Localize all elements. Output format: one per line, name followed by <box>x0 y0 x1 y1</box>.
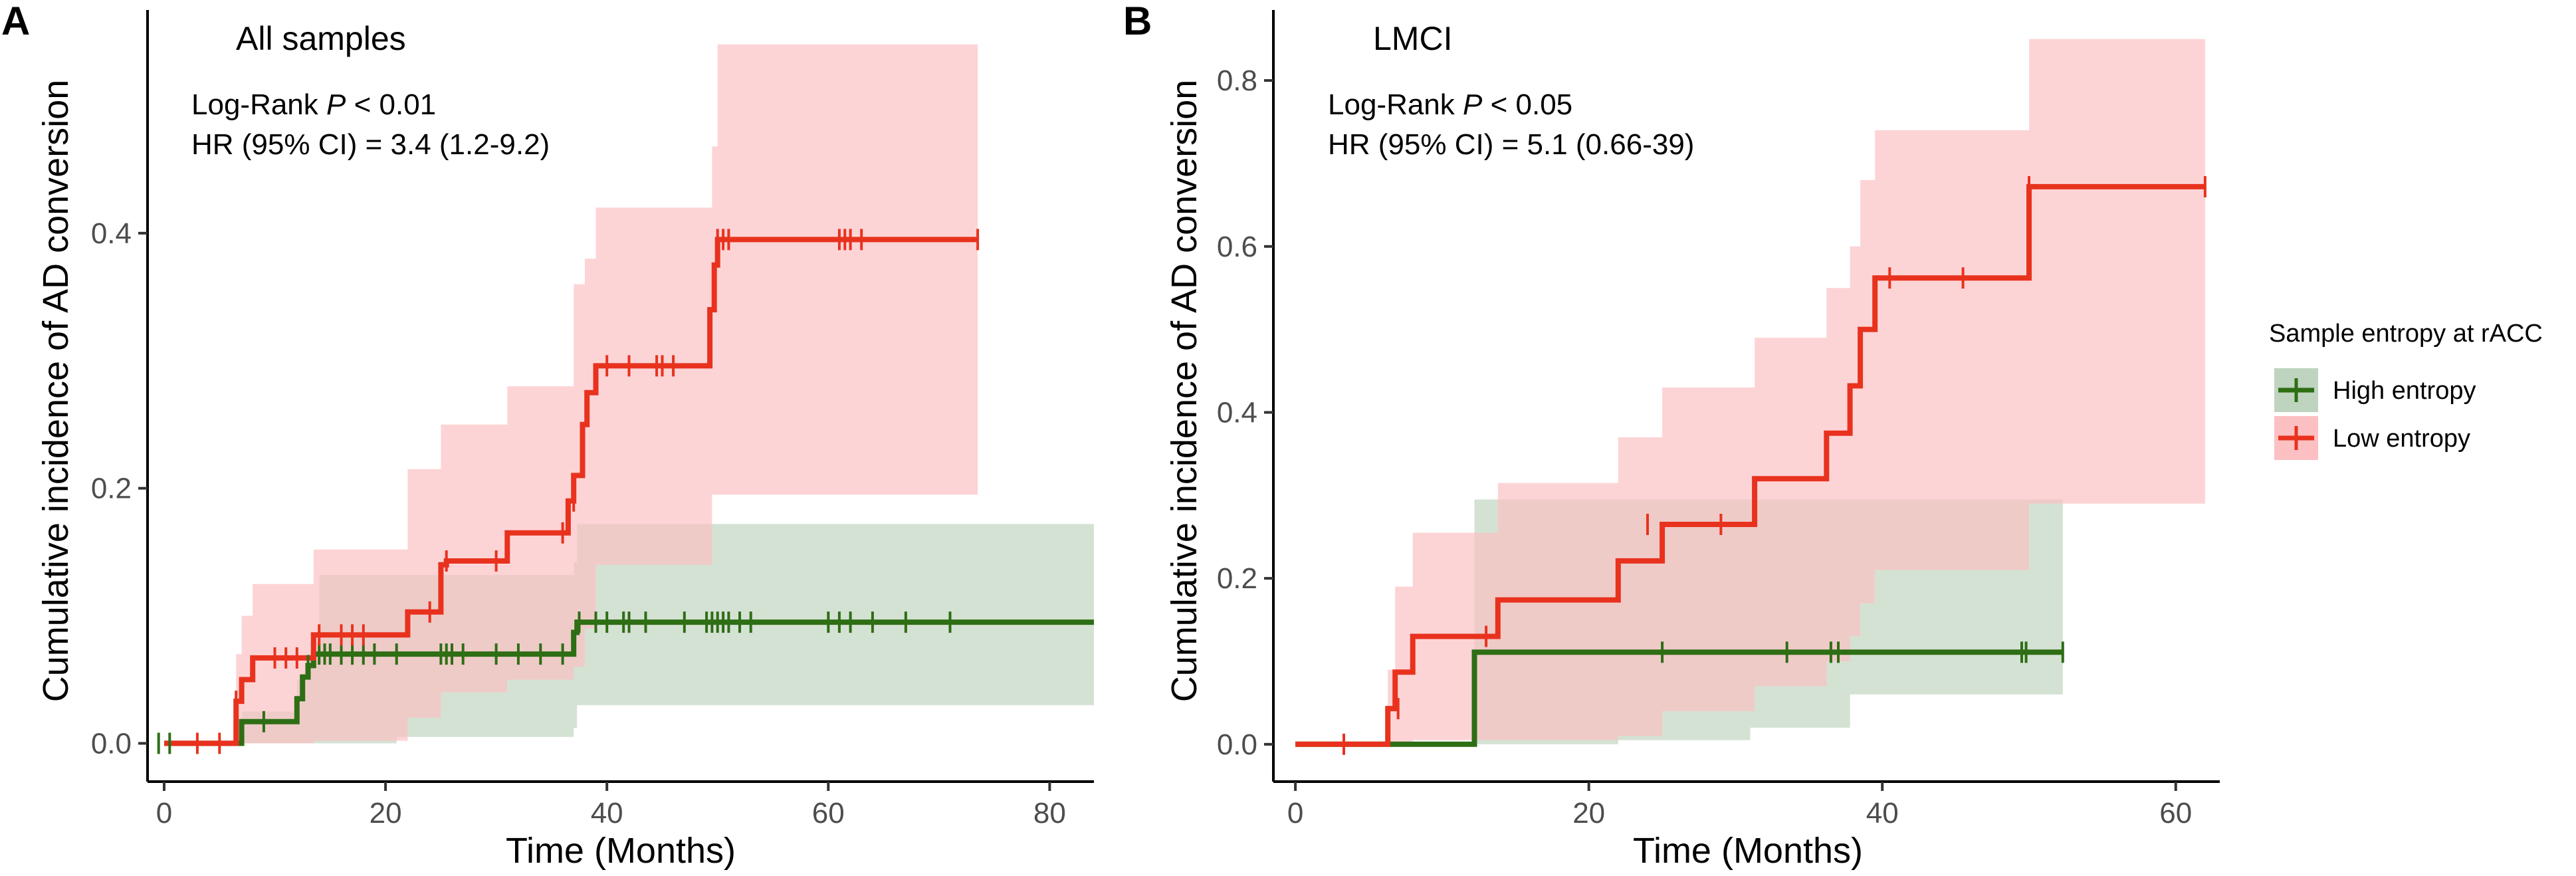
panel-b-letter: B <box>1123 0 1152 43</box>
legend-item-high-entropy: High entropy <box>2274 368 2476 412</box>
panel-a-logrank: Log-Rank P < 0.01 <box>191 88 436 121</box>
panel-a-title: All samples <box>236 20 406 57</box>
y-tick-label: 0.0 <box>91 727 132 760</box>
legend-label-low-entropy: Low entropy <box>2333 425 2470 453</box>
panel-a-hazard-ratio: HR (95% CI) = 3.4 (1.2-9.2) <box>191 128 550 161</box>
panel-b-y-axis-title: Cumulative incidence of AD conversion <box>1164 80 1204 702</box>
y-tick-label: 0.8 <box>1217 64 1257 97</box>
x-tick-label: 80 <box>1033 797 1066 829</box>
panel-b-ticks: 0 20 40 60 0.0 0.2 0.4 0.6 0.8 <box>1217 64 2192 829</box>
panel-b-title: LMCI <box>1373 20 1452 57</box>
ci-band-low-entropy <box>164 44 978 744</box>
x-tick-label: 40 <box>1866 797 1899 829</box>
y-tick-label: 0.2 <box>91 473 132 505</box>
panel-a-y-axis-title: Cumulative incidence of AD conversion <box>36 80 76 702</box>
panel-a-letter: A <box>1 0 30 43</box>
x-tick-label: 40 <box>591 797 623 829</box>
y-tick-label: 0.4 <box>91 217 132 250</box>
ci-band-low-entropy <box>1295 39 2205 744</box>
legend-item-low-entropy: Low entropy <box>2274 416 2470 460</box>
panel-b-lines <box>1295 183 2205 747</box>
legend: Sample entropy at rACC High entropy Low … <box>2269 320 2543 460</box>
x-tick-label: 0 <box>1287 797 1303 829</box>
panel-a-bands <box>164 44 1094 744</box>
panel-b-hazard-ratio: HR (95% CI) = 5.1 (0.66-39) <box>1328 128 1694 161</box>
step-line-low-entropy <box>1295 183 2205 747</box>
panel-a-censor-marks <box>157 229 980 754</box>
x-tick-label: 60 <box>2159 797 2192 829</box>
y-tick-label: 0.2 <box>1217 562 1257 595</box>
legend-label-high-entropy: High entropy <box>2333 377 2476 405</box>
y-tick-label: 0.4 <box>1217 396 1257 429</box>
x-tick-label: 20 <box>370 797 402 829</box>
x-tick-label: 60 <box>812 797 845 829</box>
panel-a: A 0 20 40 60 80 0.0 0.2 0.4 All samples Log-Ran… <box>1 0 1094 871</box>
x-tick-label: 20 <box>1572 797 1605 829</box>
x-tick-label: 0 <box>156 797 172 829</box>
panel-a-x-axis-title: Time (Months) <box>506 831 736 871</box>
panel-b-bands <box>1295 39 2205 744</box>
y-tick-label: 0.6 <box>1217 231 1257 263</box>
panel-a-ticks: 0 20 40 60 80 0.0 0.2 0.4 <box>91 217 1066 829</box>
panel-b-censor-marks <box>1342 175 2206 755</box>
panel-b-x-axis-title: Time (Months) <box>1633 831 1863 871</box>
panel-b-logrank: Log-Rank P < 0.05 <box>1328 88 1572 121</box>
legend-title: Sample entropy at rACC <box>2269 320 2543 348</box>
step-line-low-entropy <box>164 237 978 746</box>
panel-b: B 0 20 40 60 0.0 0.2 0.4 0.6 0.8 LMCI Log-Rank P… <box>1123 0 2220 871</box>
y-tick-label: 0.0 <box>1217 728 1257 761</box>
